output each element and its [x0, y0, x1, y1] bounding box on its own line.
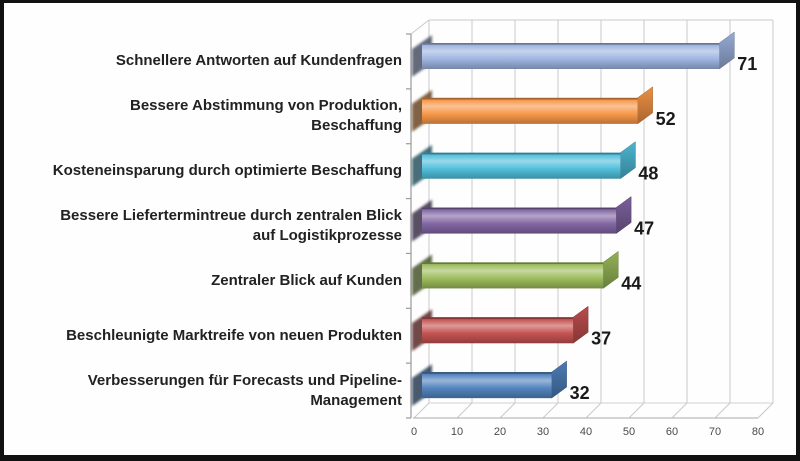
- floor-gridline: [714, 402, 731, 419]
- bar-front-face: [422, 207, 617, 234]
- floor-gridline: [628, 402, 645, 419]
- bar-series-2: 48: [412, 141, 658, 187]
- x-tick-label: 30: [537, 426, 549, 438]
- bar-value-label: 32: [570, 383, 590, 403]
- chart-canvas: 71 52 48 47 44 37 32 0 10 20 30 40 50 60 70 80 Schnelle…: [4, 3, 796, 455]
- bar-series-0: 71: [412, 31, 757, 77]
- bar-chart-svg: 71 52 48 47 44 37 32 0 10 20 30 40 50 60 70 80: [406, 19, 774, 438]
- floor-gridline: [671, 402, 688, 419]
- floor-gridline: [585, 402, 602, 419]
- category-label: Bessere Abstimmung von Produktion, Besch…: [130, 97, 402, 135]
- category-label: Schnellere Antworten auf Kundenfragen: [115, 52, 402, 70]
- floor-gridline: [757, 402, 774, 419]
- category-label: Bessere Liefertermintreue durch zentrale…: [60, 207, 402, 244]
- bar-value-label: 48: [638, 164, 658, 184]
- x-tick-label: 0: [411, 426, 417, 438]
- category-label: Kosteneinsparung durch optimierte Bescha…: [52, 162, 402, 180]
- x-tick-label: 70: [709, 426, 721, 438]
- category-label: Zentraler Blick auf Kunden: [211, 271, 402, 289]
- bar-value-label: 44: [621, 273, 641, 293]
- category-label: Beschleunigte Marktreife von neuen Produ…: [66, 326, 402, 344]
- category-labels-layer: Schnellere Antworten auf Kundenfragen Bes…: [4, 3, 796, 455]
- x-tick-label: 80: [752, 426, 764, 438]
- bar-series-3: 47: [412, 196, 654, 242]
- bar-front-face: [422, 97, 638, 124]
- x-tick-label: 60: [666, 426, 678, 438]
- x-tick-label: 50: [623, 426, 635, 438]
- bar-value-label: 37: [591, 328, 611, 348]
- bar-front-face: [422, 262, 604, 289]
- floor-gridline: [413, 402, 430, 419]
- x-tick-label: 10: [451, 426, 463, 438]
- floor-gridline: [499, 402, 516, 419]
- bar-series-6: 32: [412, 360, 590, 407]
- bar-front-face: [422, 317, 574, 344]
- bar-value-label: 52: [656, 109, 676, 129]
- bar-front-face: [422, 372, 552, 399]
- category-label: Verbesserungen für Forecasts und Pipelin…: [87, 371, 402, 409]
- bar-series-1: 52: [412, 86, 676, 132]
- bar-value-label: 47: [634, 219, 654, 239]
- floor-gridline: [542, 402, 559, 419]
- bar-front-face: [422, 152, 621, 179]
- wall-corner-edge: [410, 19, 430, 35]
- x-tick-label: 20: [494, 426, 506, 438]
- bar-front-face: [422, 43, 720, 69]
- bar-series-4: 44: [412, 250, 641, 297]
- x-tick-label: 40: [580, 426, 592, 438]
- floor-gridline: [456, 402, 473, 419]
- bar-value-label: 71: [737, 54, 757, 74]
- bar-series-5: 37: [412, 305, 611, 352]
